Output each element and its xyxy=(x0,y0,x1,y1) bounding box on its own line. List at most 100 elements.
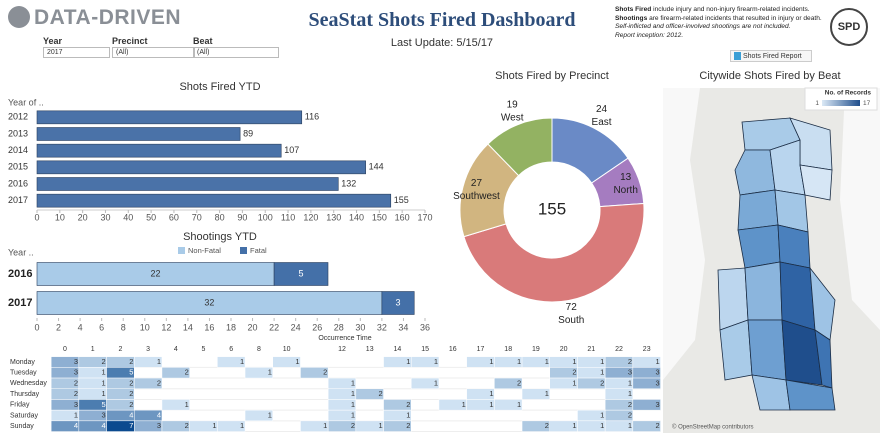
cell-label: 1 xyxy=(489,400,493,409)
heat-cell xyxy=(50,388,80,400)
cell-label: 1 xyxy=(240,421,244,430)
cell-label: 1 xyxy=(379,421,383,430)
x-tick-label: 18 xyxy=(226,322,236,332)
value-label: 3 xyxy=(396,297,401,307)
spd-badge: SPD xyxy=(830,8,868,46)
cell-label: 3 xyxy=(74,368,78,377)
cell-label: 2 xyxy=(102,357,106,366)
x-tick-label: 80 xyxy=(215,212,225,222)
cell-label: 1 xyxy=(600,421,604,430)
cell-label: 1 xyxy=(351,378,355,387)
col-label: 2 xyxy=(118,346,122,353)
slice-value: 19 xyxy=(507,99,519,110)
y-tick-label: 2017 xyxy=(8,297,32,309)
logo-badge xyxy=(8,6,30,28)
cell-label: 1 xyxy=(240,357,244,366)
heat-cell xyxy=(78,356,107,368)
cell-label: 1 xyxy=(406,357,410,366)
cell-label: 1 xyxy=(517,400,521,409)
col-label: 4 xyxy=(174,346,178,353)
beat xyxy=(814,329,833,389)
legend-min: 1 xyxy=(815,100,819,107)
cell-label: 3 xyxy=(628,368,632,377)
beat xyxy=(734,149,776,196)
value-label: 32 xyxy=(204,297,214,307)
x-tick-label: 12 xyxy=(161,322,171,332)
beat xyxy=(769,139,806,196)
cell-label: 1 xyxy=(351,410,355,419)
filter-select[interactable]: 2017 xyxy=(43,47,110,58)
cell-label: 2 xyxy=(351,421,355,430)
col-label: 16 xyxy=(449,346,457,353)
beat xyxy=(809,266,836,341)
slice-label: South xyxy=(558,315,584,326)
x-tick-label: 30 xyxy=(355,322,365,332)
cell-label: 1 xyxy=(600,410,604,419)
filter-label: Beat xyxy=(193,36,213,46)
cell-label: 2 xyxy=(185,421,189,430)
heat-cell xyxy=(494,356,523,368)
heat-cell xyxy=(327,420,357,432)
cell-label: 3 xyxy=(74,357,78,366)
x-tick-label: 90 xyxy=(237,212,247,222)
beat xyxy=(741,117,801,151)
donut-slice xyxy=(487,117,553,177)
heat-cell xyxy=(272,356,301,368)
col-label: 14 xyxy=(394,346,402,353)
heat-cell xyxy=(632,356,661,368)
chart-title: Shots Fired by Precinct xyxy=(495,70,609,82)
last-update: Last Update: 5/15/17 xyxy=(390,37,494,49)
bar xyxy=(36,143,282,158)
report-button[interactable]: Shots Fired Report xyxy=(730,50,812,62)
x-tick-label: 26 xyxy=(312,322,322,332)
x-tick-label: 30 xyxy=(100,212,110,222)
x-tick-label: 110 xyxy=(281,212,295,222)
heat-cell xyxy=(106,356,135,368)
heat-cell xyxy=(577,420,606,432)
heat-cell xyxy=(106,388,135,400)
bar-segment xyxy=(36,262,275,286)
heat-cell xyxy=(161,367,190,379)
filter-select[interactable]: (All) xyxy=(193,47,279,58)
heat-cell xyxy=(189,420,218,432)
cell-label: 2 xyxy=(129,357,133,366)
legend-title: No. of Records xyxy=(825,90,872,97)
cell-label: 1 xyxy=(351,389,355,398)
x-tick-label: 140 xyxy=(349,212,364,222)
heat-cell xyxy=(549,356,578,368)
cell-label: 1 xyxy=(600,357,604,366)
note-line: Shootings are firearm-related incidents … xyxy=(615,15,825,24)
heat-cell xyxy=(355,420,384,432)
col-label: 10 xyxy=(283,346,291,353)
cell-label: 1 xyxy=(656,357,660,366)
value-label: 116 xyxy=(305,112,319,122)
heat-cell xyxy=(50,420,80,432)
x-tick-label: 160 xyxy=(395,212,410,222)
x-tick-label: 20 xyxy=(78,212,88,222)
cell-label: 1 xyxy=(462,400,466,409)
cell-label: 2 xyxy=(656,421,660,430)
slice-value: 24 xyxy=(596,104,608,115)
row-label: Monday xyxy=(10,359,35,366)
y-tick-label: 2016 xyxy=(8,268,32,280)
bar xyxy=(36,127,241,141)
heat-cell xyxy=(161,420,190,432)
col-label: 18 xyxy=(504,346,512,353)
chart-title: Shootings YTD xyxy=(183,231,257,243)
heat-cell xyxy=(411,377,440,389)
legend-swatch xyxy=(178,247,185,254)
heat-cell xyxy=(466,399,495,411)
y-tick-label: 2012 xyxy=(8,112,28,122)
heat-cell xyxy=(78,399,107,411)
filter-select[interactable]: (All) xyxy=(112,47,195,58)
x-tick-label: 2 xyxy=(56,322,61,332)
cell-label: 1 xyxy=(545,389,549,398)
heat-cell xyxy=(50,377,80,389)
water xyxy=(663,88,705,380)
col-label: 6 xyxy=(229,346,233,353)
cell-label: 1 xyxy=(212,421,216,430)
x-tick-label: 24 xyxy=(291,322,301,332)
heat-cell xyxy=(383,356,412,368)
col-label: 5 xyxy=(202,346,206,353)
attribution: © OpenStreetMap contributors xyxy=(672,424,753,431)
